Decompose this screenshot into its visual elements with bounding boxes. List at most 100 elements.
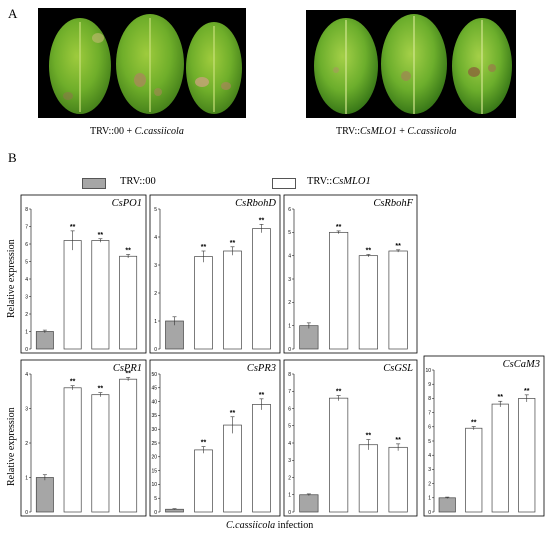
y-tick-label: 10 bbox=[151, 482, 157, 488]
y-tick-label: 3 bbox=[288, 458, 291, 464]
significance-label: ** bbox=[259, 392, 265, 399]
y-tick-label: 4 bbox=[25, 277, 28, 283]
y-tick-label: 7 bbox=[428, 410, 431, 416]
chart-frame bbox=[423, 355, 545, 517]
significance-label: ** bbox=[98, 232, 104, 239]
y-tick-label: 4 bbox=[288, 441, 291, 447]
y-tick-label: 30 bbox=[151, 427, 157, 433]
y-tick-label: 0 bbox=[428, 510, 431, 516]
legend-swatch-silenced bbox=[272, 178, 296, 189]
y-tick-label: 35 bbox=[151, 413, 157, 419]
chart-frame bbox=[20, 359, 147, 517]
chart-title: CsPR1 bbox=[113, 363, 142, 374]
legend-label-control: TRV::00 bbox=[120, 176, 156, 187]
x-axis-label-rest: infection bbox=[275, 520, 314, 531]
bar-silenced bbox=[194, 449, 213, 513]
significance-label: ** bbox=[201, 440, 207, 447]
y-tick-label: 4 bbox=[288, 253, 291, 259]
leaf-photo-control-image bbox=[49, 14, 242, 114]
y-tick-label: 4 bbox=[154, 235, 157, 241]
y-tick-label: 7 bbox=[25, 224, 28, 230]
caption-pathogen: C.cassiicola bbox=[407, 126, 457, 137]
leaf bbox=[116, 14, 184, 114]
y-tick-label: 6 bbox=[288, 406, 291, 412]
y-tick-label: 40 bbox=[151, 399, 157, 405]
y-tick-label: 3 bbox=[288, 277, 291, 283]
y-tick-label: 45 bbox=[151, 386, 157, 392]
significance-label: ** bbox=[395, 437, 401, 444]
bar-silenced bbox=[252, 228, 271, 350]
significance-label: ** bbox=[230, 240, 236, 247]
y-tick-label: 1 bbox=[154, 319, 157, 325]
y-tick-label: 3 bbox=[25, 406, 28, 412]
chart-cspr3: 0 5 10 15 20 25 30 35 40 45 50 CsPR3 ** ** ** bbox=[149, 359, 281, 517]
y-tick-label: 8 bbox=[288, 372, 291, 378]
y-tick-label: 2 bbox=[428, 481, 431, 487]
bar-silenced bbox=[223, 424, 242, 513]
significance-label: ** bbox=[125, 248, 131, 255]
significance-label: ** bbox=[395, 243, 401, 250]
bar-control bbox=[299, 325, 319, 350]
y-tick-label: 0 bbox=[25, 347, 28, 353]
leaf-photo-silenced-image bbox=[314, 14, 512, 114]
chart-csrbohd: 0 1 2 3 4 5 CsRbohD ** ** ** bbox=[149, 194, 281, 354]
bar-silenced bbox=[63, 240, 82, 350]
y-tick-label: 5 bbox=[288, 230, 291, 236]
chart-frame bbox=[283, 359, 418, 517]
chart-title: CsCaM3 bbox=[503, 359, 540, 370]
leaf bbox=[314, 18, 378, 114]
bar-silenced bbox=[388, 446, 408, 513]
chart-frame bbox=[149, 359, 281, 517]
x-axis-label-pathogen: C.cassiicola bbox=[226, 520, 276, 531]
bar-silenced bbox=[358, 444, 378, 513]
y-tick-label: 6 bbox=[25, 242, 28, 248]
significance-label: ** bbox=[201, 244, 207, 251]
leaf bbox=[49, 18, 111, 114]
y-tick-label: 5 bbox=[25, 259, 28, 265]
y-tick-label: 0 bbox=[25, 510, 28, 516]
caption-gene: CsMLO1 bbox=[360, 126, 397, 137]
bar-control bbox=[299, 494, 319, 513]
leaf-photo-control bbox=[38, 8, 246, 118]
bar-silenced bbox=[358, 255, 378, 350]
y-tick-label: 1 bbox=[25, 475, 28, 481]
y-tick-label: 2 bbox=[25, 312, 28, 318]
y-tick-label: 9 bbox=[428, 382, 431, 388]
bar-control bbox=[438, 497, 456, 513]
chart-csrbohf: 0 1 2 3 4 5 6 CsRbohF ** ** ** bbox=[283, 194, 418, 354]
y-tick-label: 2 bbox=[154, 291, 157, 297]
y-tick-label: 4 bbox=[428, 453, 431, 459]
chart-title: CsGSL bbox=[383, 363, 413, 374]
caption-pathogen: C.cassiicola bbox=[134, 126, 184, 137]
significance-label: ** bbox=[336, 224, 342, 231]
bar-silenced bbox=[388, 250, 408, 350]
y-tick-label: 0 bbox=[288, 347, 291, 353]
chart-csgsl: 0 1 2 3 4 5 6 7 8 CsGSL ** ** ** bbox=[283, 359, 418, 517]
significance-label: ** bbox=[98, 386, 104, 393]
panel-a-label: A bbox=[8, 6, 18, 21]
legend-label-silenced: TRV::CsMLO1 bbox=[307, 176, 371, 187]
y-tick-label: 5 bbox=[428, 439, 431, 445]
bar-silenced bbox=[329, 231, 349, 350]
chart-frame bbox=[283, 194, 418, 354]
significance-label: ** bbox=[259, 217, 265, 224]
y-tick-label: 8 bbox=[428, 396, 431, 402]
significance-label: ** bbox=[366, 433, 372, 440]
y-tick-label: 1 bbox=[428, 496, 431, 502]
y-tick-label: 8 bbox=[25, 207, 28, 213]
chart-cscam3: 0 1 2 3 4 5 6 7 8 9 10 CsCaM3 ** ** ** bbox=[423, 355, 545, 517]
bar-silenced bbox=[119, 255, 138, 350]
chart-title: CsRbohD bbox=[235, 198, 276, 209]
significance-label: ** bbox=[366, 248, 372, 255]
bar-silenced bbox=[465, 427, 483, 513]
y-tick-label: 3 bbox=[154, 263, 157, 269]
significance-label: ** bbox=[70, 224, 76, 231]
bar-silenced bbox=[91, 240, 110, 350]
chart-cspo1: 0 1 2 3 4 5 6 7 8 CsPO1 ** ** ** bbox=[20, 194, 147, 354]
leaf bbox=[186, 22, 242, 114]
y-tick-label: 3 bbox=[25, 294, 28, 300]
legend-gene: CsMLO1 bbox=[332, 176, 371, 187]
significance-label: ** bbox=[471, 420, 477, 427]
